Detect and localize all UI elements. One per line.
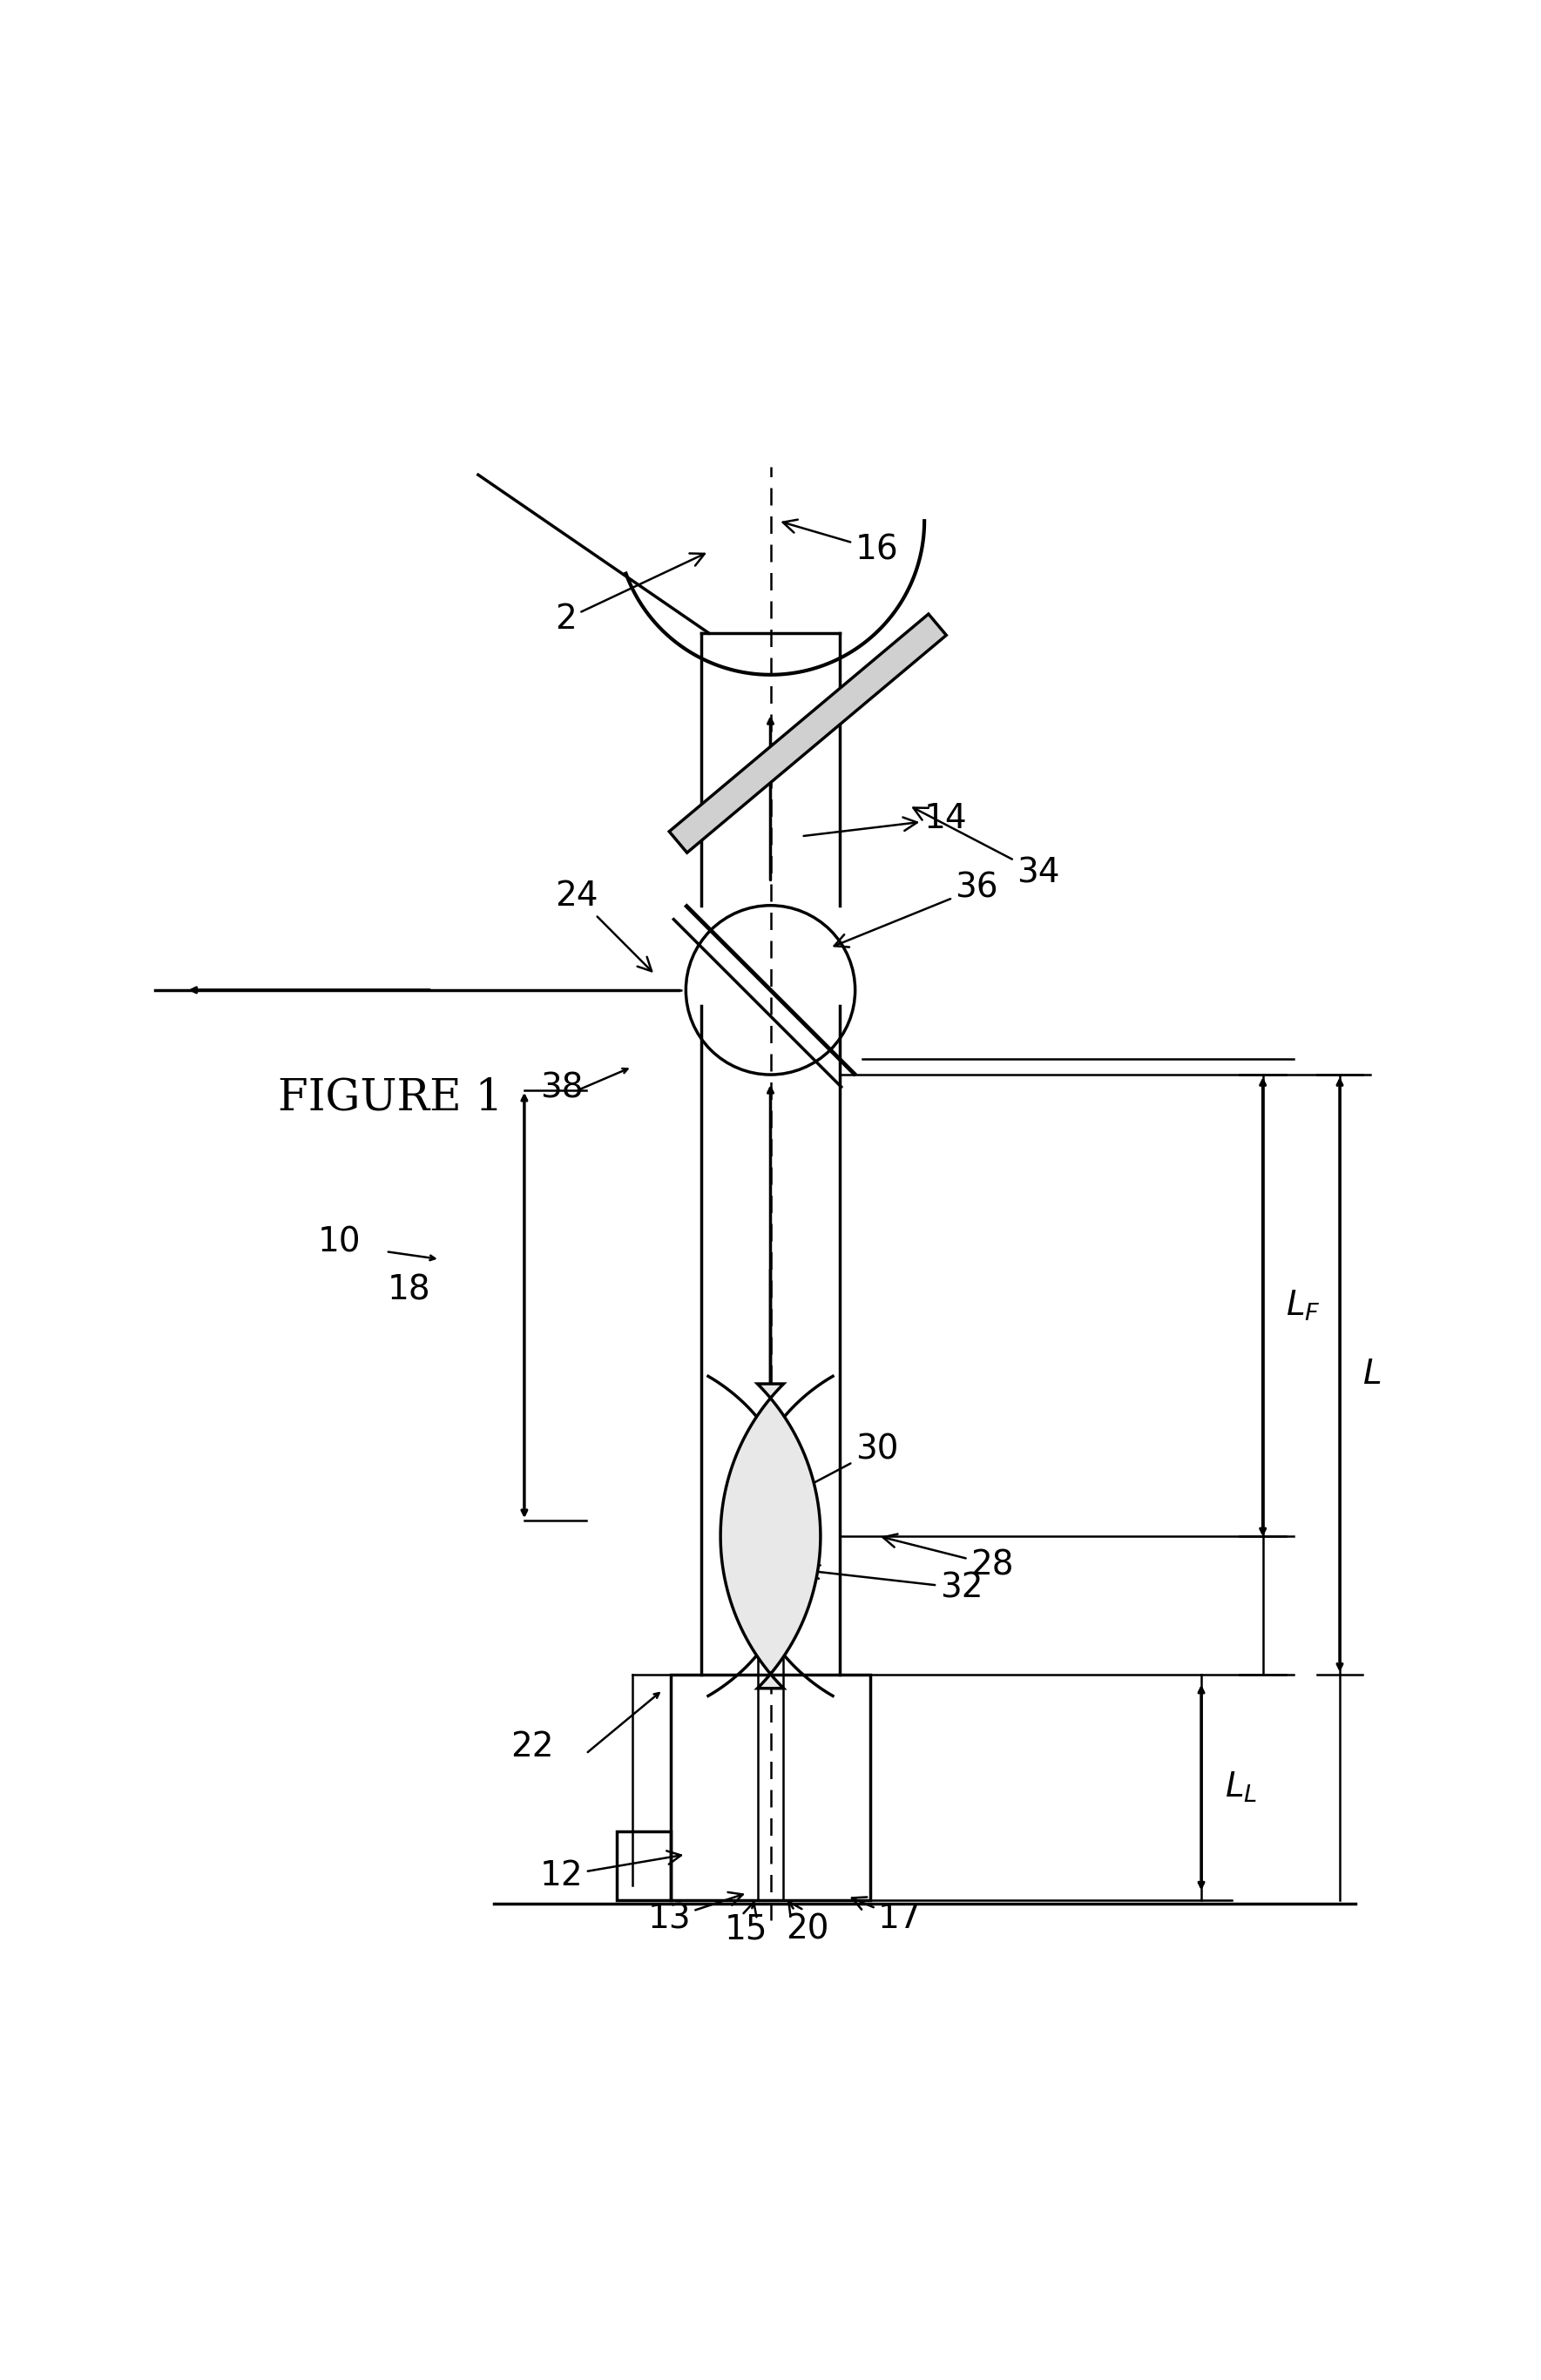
Text: 38: 38 — [539, 1071, 582, 1104]
Text: $L_L$: $L_L$ — [1225, 1771, 1257, 1804]
Text: 28: 28 — [883, 1535, 1014, 1580]
Text: 18: 18 — [387, 1273, 430, 1307]
Text: $L_F$: $L_F$ — [1285, 1288, 1321, 1323]
Polygon shape — [669, 614, 946, 852]
Text: 24: 24 — [555, 878, 652, 971]
Text: 12: 12 — [539, 1852, 681, 1892]
Text: $L$: $L$ — [1362, 1359, 1381, 1392]
Text: 15: 15 — [724, 1902, 767, 1947]
Text: 36: 36 — [834, 871, 999, 947]
Text: 17: 17 — [852, 1897, 922, 1935]
Polygon shape — [721, 1383, 820, 1687]
Text: 22: 22 — [510, 1730, 553, 1764]
Text: 20: 20 — [786, 1902, 829, 1947]
Text: 34: 34 — [914, 807, 1060, 890]
Text: 32: 32 — [806, 1566, 983, 1604]
Text: 13: 13 — [647, 1892, 743, 1935]
Text: 14: 14 — [804, 802, 968, 835]
Text: 16: 16 — [783, 519, 898, 566]
Text: FIGURE 1: FIGURE 1 — [279, 1076, 504, 1119]
Text: 30: 30 — [791, 1433, 898, 1495]
Text: 10: 10 — [317, 1226, 361, 1259]
Text: 2: 2 — [555, 555, 704, 635]
